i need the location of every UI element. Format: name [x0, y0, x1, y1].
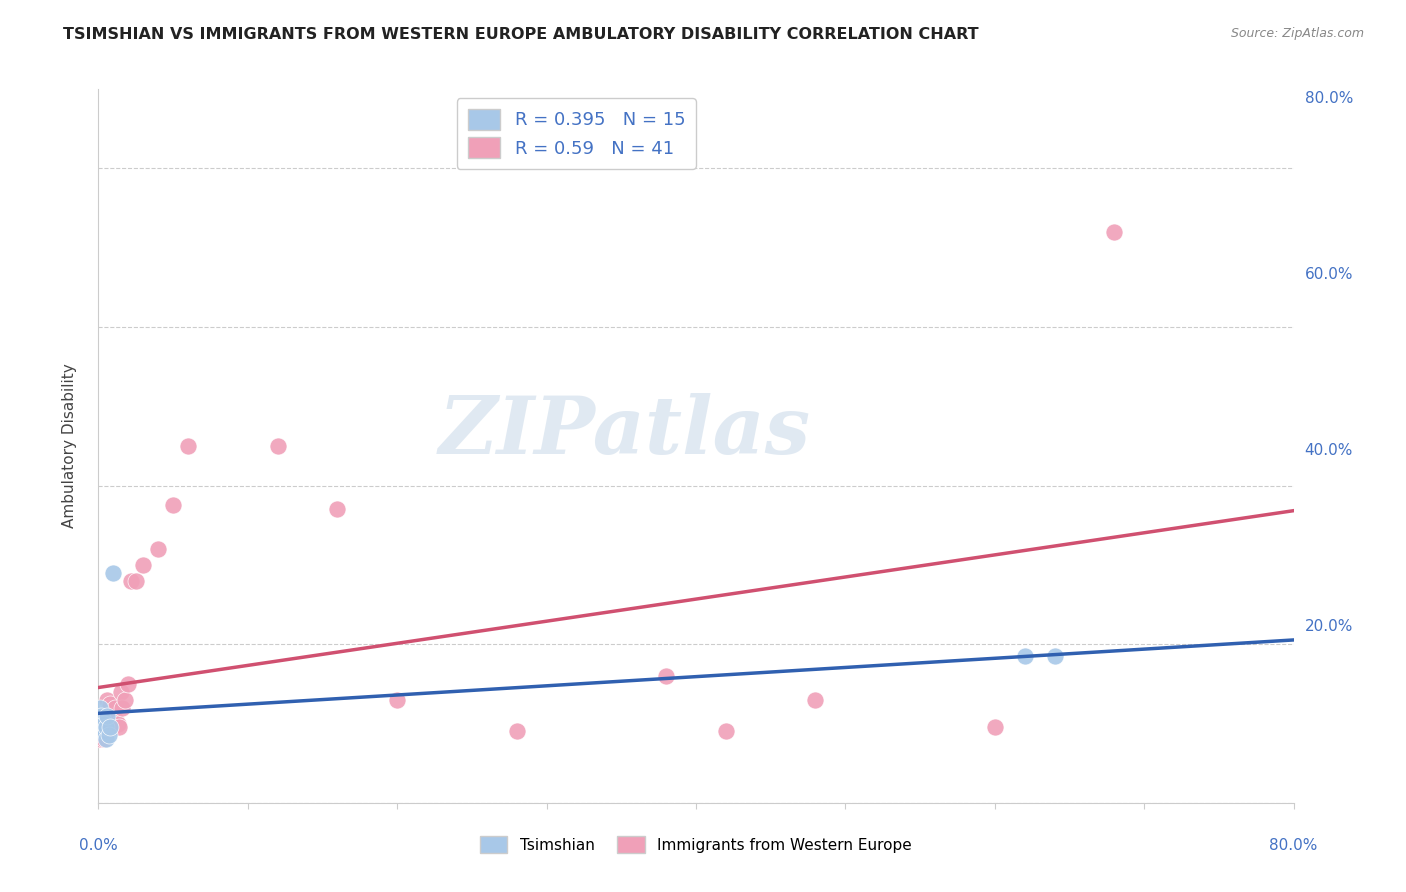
Text: 80.0%: 80.0% — [1305, 90, 1353, 105]
Point — [1104, 225, 1126, 239]
Point — [97, 700, 120, 714]
Point — [385, 692, 409, 706]
Point — [94, 721, 117, 735]
Point — [111, 700, 134, 714]
Point — [804, 692, 827, 706]
Point — [984, 721, 1007, 735]
Point — [162, 499, 184, 513]
Point — [108, 721, 131, 735]
Point — [103, 566, 125, 580]
Point — [103, 716, 125, 731]
Text: 20.0%: 20.0% — [1305, 619, 1353, 634]
Point — [103, 708, 125, 723]
Point — [94, 721, 117, 735]
Point — [1043, 649, 1066, 664]
Point — [117, 677, 139, 691]
Point — [326, 502, 349, 516]
Point — [94, 724, 117, 739]
Point — [107, 716, 129, 731]
Point — [132, 558, 155, 572]
Point — [90, 716, 112, 731]
Point — [91, 724, 114, 739]
Point — [506, 724, 529, 739]
Text: 40.0%: 40.0% — [1305, 443, 1353, 458]
Point — [93, 732, 115, 747]
Point — [93, 721, 115, 735]
Point — [96, 705, 118, 719]
Text: 80.0%: 80.0% — [1270, 838, 1317, 853]
Point — [90, 708, 112, 723]
Point — [98, 721, 122, 735]
Point — [125, 574, 148, 588]
Point — [91, 721, 114, 735]
Point — [89, 732, 111, 747]
Point — [148, 542, 170, 557]
Point — [655, 669, 678, 683]
Point — [89, 716, 111, 731]
Point — [89, 721, 111, 735]
Text: 0.0%: 0.0% — [79, 838, 118, 853]
Point — [177, 439, 200, 453]
Point — [104, 700, 127, 714]
Point — [105, 713, 128, 727]
Point — [267, 439, 290, 453]
Point — [89, 700, 111, 714]
Point — [101, 708, 124, 723]
Point — [96, 708, 118, 723]
Point — [96, 692, 118, 706]
Point — [120, 574, 142, 588]
Text: Source: ZipAtlas.com: Source: ZipAtlas.com — [1230, 27, 1364, 40]
Point — [97, 721, 120, 735]
Point — [91, 728, 114, 742]
Point — [91, 713, 114, 727]
Point — [714, 724, 737, 739]
Point — [1014, 649, 1036, 664]
Point — [110, 685, 132, 699]
Point — [90, 721, 112, 735]
Point — [97, 728, 120, 742]
Legend: Tsimshian, Immigrants from Western Europe: Tsimshian, Immigrants from Western Europ… — [474, 830, 918, 859]
Point — [93, 716, 115, 731]
Y-axis label: Ambulatory Disability: Ambulatory Disability — [62, 364, 77, 528]
Point — [90, 724, 112, 739]
Text: ZIPatlas: ZIPatlas — [439, 393, 810, 470]
Point — [94, 732, 117, 747]
Point — [114, 692, 136, 706]
Text: 60.0%: 60.0% — [1305, 267, 1353, 282]
Point — [98, 697, 122, 711]
Text: TSIMSHIAN VS IMMIGRANTS FROM WESTERN EUROPE AMBULATORY DISABILITY CORRELATION CH: TSIMSHIAN VS IMMIGRANTS FROM WESTERN EUR… — [63, 27, 979, 42]
